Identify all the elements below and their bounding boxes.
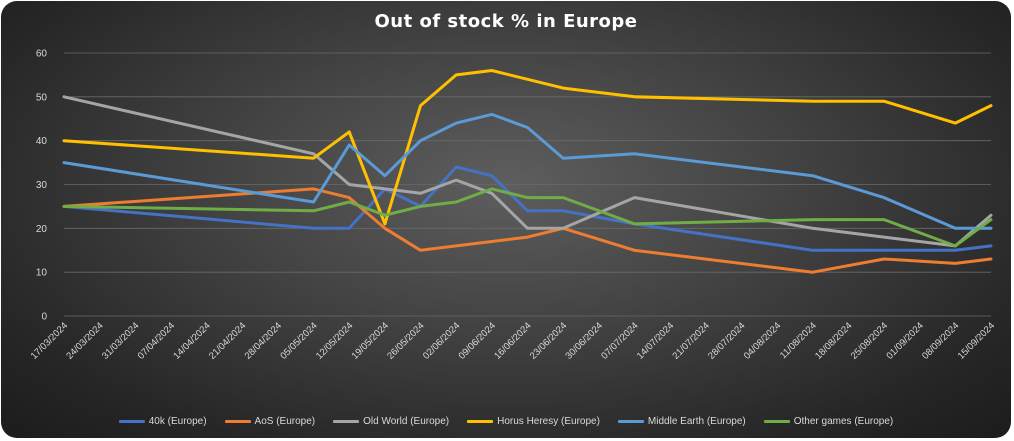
x-tick-label: 23/06/2024: [528, 320, 569, 361]
legend-swatch: [467, 419, 494, 423]
y-tick-label: 0: [41, 312, 47, 323]
x-tick-label: 17/03/2024: [29, 320, 70, 361]
y-tick-label: 60: [36, 49, 48, 60]
legend-label: Middle Earth (Europe): [647, 415, 746, 427]
y-tick-label: 10: [36, 268, 48, 279]
y-tick-label: 30: [36, 180, 48, 191]
y-axis-ticks: 0 10 20 30 40 50 60: [36, 49, 48, 323]
series-lines: [62, 69, 993, 274]
x-tick-label: 28/07/2024: [706, 320, 747, 361]
x-tick-label: 28/04/2024: [243, 320, 284, 361]
series-line: [62, 95, 993, 248]
legend-swatch: [763, 419, 790, 423]
x-tick-label: 26/05/2024: [385, 320, 426, 361]
legend-item: Old World (Europe): [333, 416, 449, 427]
legend-item: Other games (Europe): [763, 415, 894, 427]
x-tick-label: 02/06/2024: [421, 320, 462, 361]
series-line: [62, 69, 993, 226]
x-tick-label: 05/05/2024: [278, 320, 319, 361]
x-tick-label: 19/05/2024: [350, 320, 391, 361]
legend-swatch: [224, 419, 251, 423]
chart-title: Out of stock % in Europe: [374, 11, 638, 32]
series-line: [62, 112, 993, 230]
y-tick-label: 40: [36, 136, 48, 147]
legend-swatch: [617, 419, 644, 423]
x-tick-label: 14/04/2024: [171, 320, 212, 361]
x-tick-label: 21/07/2024: [670, 320, 711, 361]
x-tick-label: 30/06/2024: [564, 320, 605, 361]
legend-item: Middle Earth (Europe): [617, 415, 746, 427]
x-tick-label: 25/08/2024: [849, 320, 890, 361]
x-tick-label: 04/08/2024: [742, 320, 783, 361]
x-tick-label: 07/04/2024: [136, 320, 177, 361]
x-tick-label: 15/09/2024: [956, 320, 997, 361]
x-tick-label: 18/08/2024: [813, 320, 854, 361]
series-line: [62, 187, 993, 248]
legend: 40k (Europe) AoS (Europe) Old World (Europ…: [1, 411, 1011, 431]
legend-label: Horus Heresy (Europe): [497, 415, 600, 427]
legend-item: 40k (Europe): [118, 415, 207, 427]
legend-item: AoS (Europe): [224, 415, 316, 427]
x-tick-label: 16/06/2024: [492, 320, 533, 361]
legend-label: Other games (Europe): [793, 415, 894, 427]
x-tick-label: 09/06/2024: [457, 320, 498, 361]
series-line: [62, 187, 993, 274]
x-tick-label: 11/08/2024: [778, 320, 819, 361]
legend-item: Horus Heresy (Europe): [467, 416, 600, 427]
legend-label: AoS (Europe): [254, 415, 316, 427]
series-line: [62, 165, 993, 252]
x-tick-label: 08/09/2024: [920, 320, 961, 361]
x-tick-label: 07/07/2024: [599, 320, 640, 361]
x-tick-label: 21/04/2024: [207, 320, 248, 361]
legend-label: Old World (Europe): [363, 415, 450, 427]
legend-swatch: [333, 419, 360, 423]
legend-label: 40k (Europe): [148, 415, 207, 427]
legend-swatch: [118, 419, 145, 423]
x-tick-label: 24/03/2024: [64, 320, 105, 361]
y-tick-label: 50: [36, 92, 48, 103]
x-tick-label: 01/09/2024: [884, 320, 925, 361]
x-tick-label: 12/05/2024: [314, 320, 355, 361]
line-chart: 0 10 20 30 40 50 60 17/03/202424/03/202431/03/…: [29, 49, 997, 362]
x-axis-ticks: 17/03/202424/03/202431/03/202407/04/2024…: [29, 320, 997, 361]
x-tick-label: 14/07/2024: [635, 320, 676, 361]
x-tick-label: 31/03/2024: [100, 320, 141, 361]
y-tick-label: 20: [36, 224, 48, 235]
